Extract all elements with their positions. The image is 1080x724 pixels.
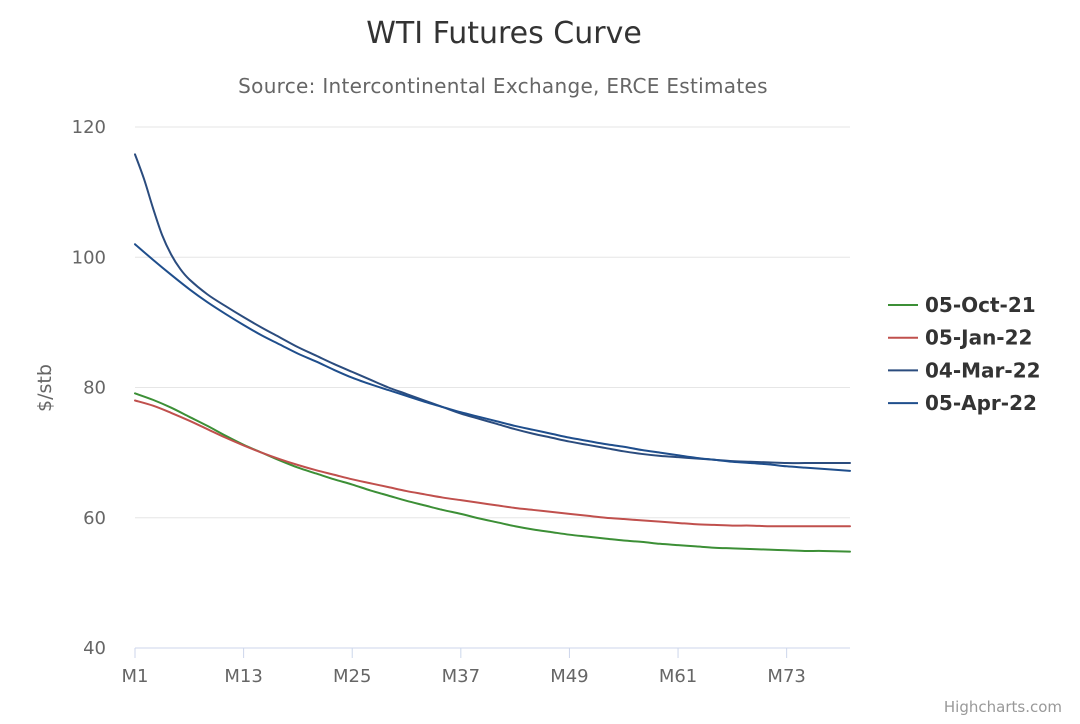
x-tick-label: M13	[224, 666, 262, 687]
y-tick-label: 100	[72, 247, 106, 268]
x-tick-label: M25	[333, 666, 371, 687]
y-tick-label: 80	[83, 378, 106, 399]
legend-label: 04-Mar-22	[925, 358, 1041, 382]
y-tick-label: 60	[83, 508, 106, 529]
x-tick-label: M73	[767, 666, 805, 687]
x-tick-label: M37	[442, 666, 480, 687]
chart-subtitle: Source: Intercontinental Exchange, ERCE …	[238, 74, 768, 98]
y-tick-label: 120	[72, 117, 106, 138]
x-axis: M1 M13 M25 M37 M49 M61 M73	[122, 647, 850, 687]
x-tick-label: M1	[122, 666, 149, 687]
legend-item-04-mar-22[interactable]: 04-Mar-22	[888, 358, 1041, 382]
credits-link[interactable]: Highcharts.com	[944, 698, 1062, 716]
x-tick-label: M61	[659, 666, 697, 687]
series-lines	[134, 153, 851, 553]
legend-label: 05-Apr-22	[925, 391, 1037, 415]
series-line-05-oct-21[interactable]	[134, 392, 851, 553]
y-axis-ticks: 40 60 80 100 120	[72, 117, 106, 659]
legend-label: 05-Jan-22	[925, 326, 1032, 350]
legend-item-05-apr-22[interactable]: 05-Apr-22	[888, 391, 1037, 415]
series-line-04-mar-22[interactable]	[134, 153, 851, 465]
chart-legend[interactable]: 05-Oct-21 05-Jan-22 04-Mar-22 05-Apr-22	[888, 293, 1041, 415]
series-line-05-jan-22[interactable]	[134, 399, 851, 528]
series-line-05-apr-22[interactable]	[134, 243, 851, 472]
legend-label: 05-Oct-21	[925, 293, 1036, 317]
y-tick-label: 40	[83, 638, 106, 659]
y-axis-label: $/stb	[34, 364, 56, 412]
legend-item-05-jan-22[interactable]: 05-Jan-22	[888, 326, 1032, 350]
grid-lines	[135, 126, 850, 519]
x-tick-label: M49	[550, 666, 588, 687]
legend-item-05-oct-21[interactable]: 05-Oct-21	[888, 293, 1036, 317]
chart-title: WTI Futures Curve	[366, 16, 642, 51]
